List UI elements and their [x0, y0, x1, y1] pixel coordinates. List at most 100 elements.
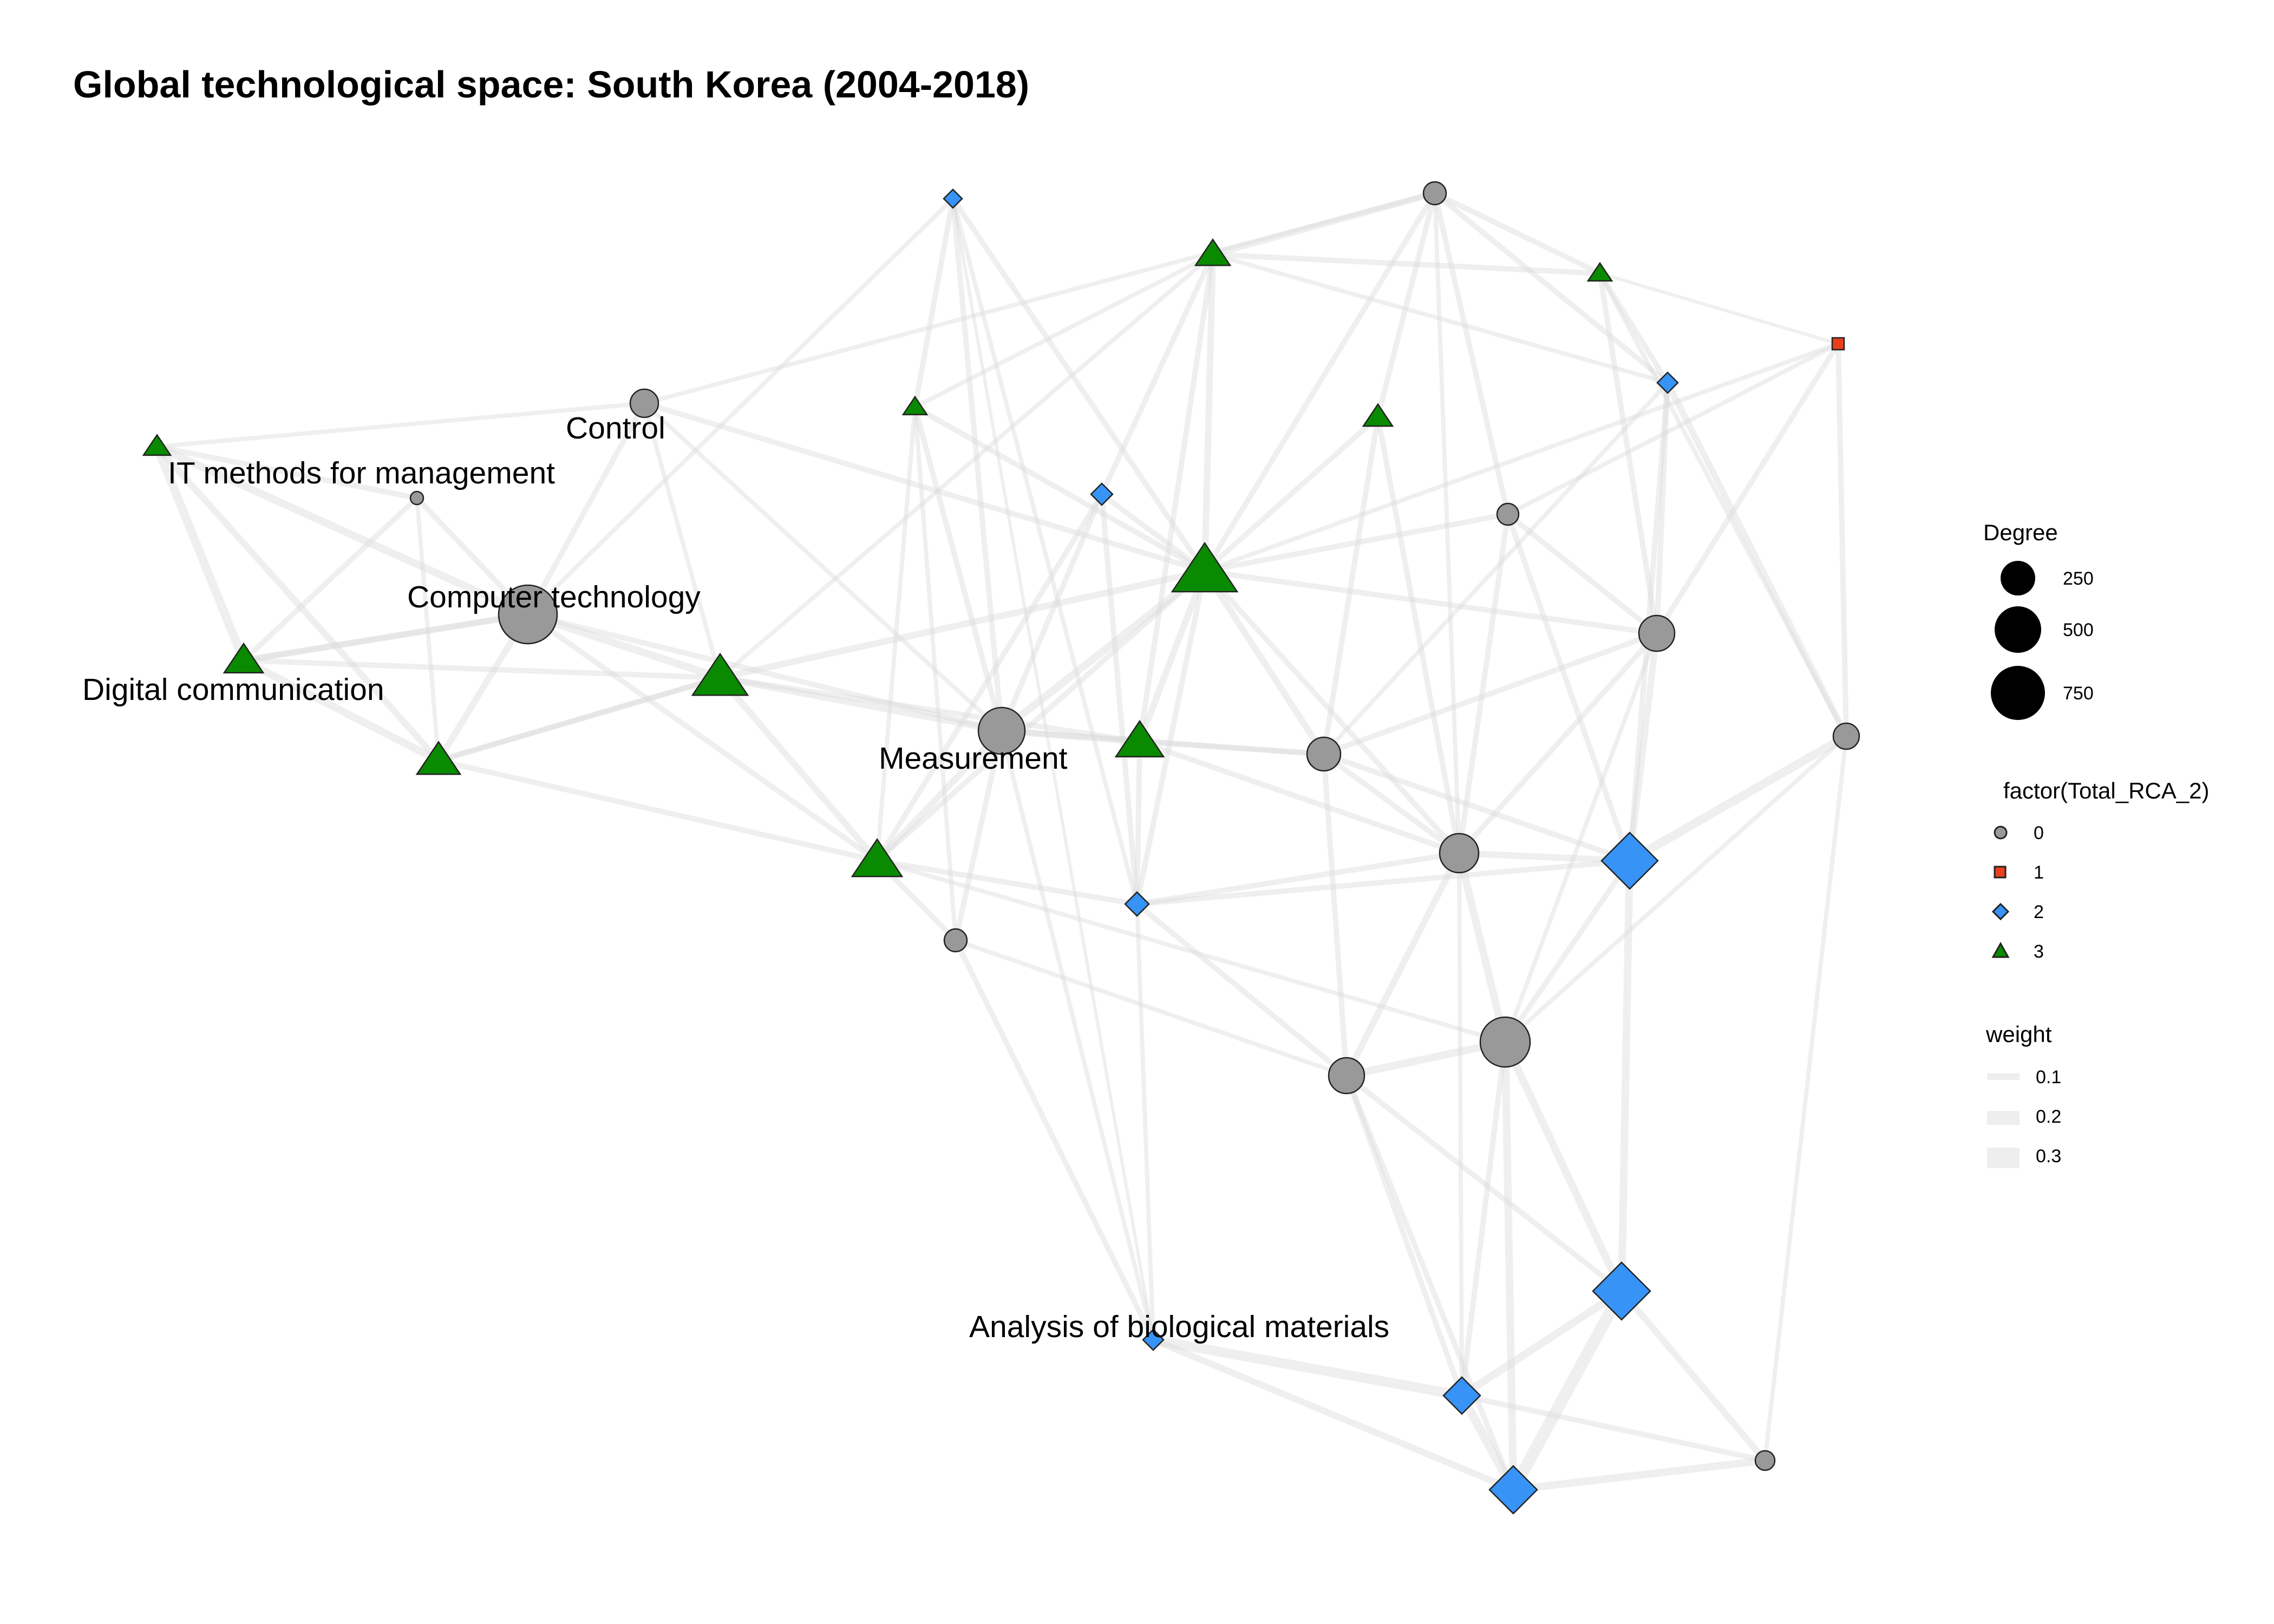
network-edge: [999, 729, 1155, 1342]
network-edge: [1137, 739, 1327, 757]
network-edge: [525, 612, 880, 863]
network-edge: [1099, 492, 1140, 907]
network-node: [977, 706, 1026, 755]
network-node: [1488, 1465, 1538, 1515]
legend-rca-marker-2: [1991, 902, 2010, 921]
network-edge: [1598, 272, 1840, 345]
network-edge: [524, 611, 724, 682]
network-node: [943, 188, 963, 209]
legend-rca-label-0: 0: [2034, 823, 2044, 843]
network-edge: [436, 675, 723, 763]
network-edge: [1202, 512, 1511, 574]
network-node: [223, 642, 265, 674]
node-label-digital-communication: Digital communication: [82, 672, 384, 707]
network-edge: [436, 675, 723, 763]
network-node: [1656, 371, 1679, 394]
network-edge: [241, 495, 420, 663]
network-edge: [717, 675, 1142, 744]
legend-rca-marker-3: [1991, 941, 2010, 958]
network-edge: [1203, 342, 1840, 573]
network-edge: [526, 197, 955, 617]
legend-degree-label-500: 500: [2063, 620, 2094, 640]
network-node: [1586, 261, 1613, 282]
network-edge: [953, 938, 1156, 1343]
network-node: [851, 838, 904, 878]
network-edge: [1321, 751, 1349, 1078]
network-node: [1142, 1328, 1165, 1351]
network-edge: [998, 567, 1208, 735]
network-node: [142, 434, 172, 456]
network-edge: [1598, 271, 1848, 738]
network-edge: [1618, 857, 1633, 1295]
network-edge: [912, 404, 1207, 574]
network-edge: [1202, 191, 1437, 574]
network-edge: [1507, 1285, 1628, 1496]
network-edge: [1459, 1039, 1508, 1398]
network-node: [1754, 1450, 1776, 1471]
network-node: [1638, 614, 1676, 652]
network-nodes: [142, 181, 1860, 1515]
legend-weight-label-0.3: 0.3: [2036, 1146, 2061, 1167]
legend-rca-marker-1: [1994, 866, 2007, 879]
network-edge: [1455, 849, 1509, 1046]
network-edge: [718, 252, 1215, 680]
network-edge: [525, 401, 647, 617]
network-edge: [1321, 751, 1632, 863]
network-edge: [913, 405, 958, 942]
network-edge: [1458, 1287, 1625, 1399]
network-edge: [1433, 191, 1461, 855]
network-edge: [1150, 1337, 1517, 1493]
legend-weight-label-0.1: 0.1: [2036, 1067, 2061, 1088]
network-edge: [1201, 568, 1327, 757]
network-node: [1831, 337, 1845, 351]
network-node: [1124, 891, 1150, 917]
node-label-analysis-of-biological-materials: Analysis of biological materials: [969, 1309, 1389, 1344]
legend-weight: weight 0.1 0.2 0.3: [1985, 1021, 2061, 1168]
legend-degree-marker-250: [2001, 561, 2035, 595]
network-edge: [1432, 191, 1603, 276]
network-edge: [1343, 850, 1462, 1079]
network-edge: [1148, 1335, 1467, 1400]
network-edge: [1654, 380, 1670, 636]
node-labels: Control IT methods for management Comput…: [82, 411, 1389, 1344]
network-node: [1362, 403, 1394, 427]
network-edge: [1618, 1288, 1768, 1464]
network-edge: [1502, 858, 1632, 1045]
network-edge: [642, 401, 722, 680]
node-label-computer-technology: Computer technology: [407, 580, 701, 614]
network-edge: [1625, 732, 1851, 865]
network-node: [1832, 722, 1860, 750]
node-label-it-methods-for-management: IT methods for management: [168, 456, 555, 490]
legend-degree-marker-500: [1995, 606, 2041, 653]
legend-rca-marker-0: [1994, 826, 2008, 840]
network-edge: [1763, 734, 1848, 1463]
network-edge: [950, 196, 1004, 734]
network-edge: [951, 197, 1155, 1341]
network-edge: [240, 611, 531, 664]
network-edge: [950, 196, 1207, 574]
network-edge: [1210, 252, 1603, 276]
network-edge: [874, 492, 1105, 863]
network-edge: [875, 405, 917, 863]
network-edge: [642, 191, 1437, 405]
network-edge: [154, 444, 420, 501]
network-edge: [1503, 734, 1848, 1044]
node-label-measurement: Measurement: [879, 741, 1068, 776]
network-edge: [951, 197, 1139, 906]
network-edge: [1321, 631, 1659, 757]
legend-rca-label-2: 2: [2034, 902, 2044, 922]
network-edge: [1432, 191, 1511, 517]
network-edge: [912, 404, 1004, 734]
network-node: [1306, 736, 1342, 772]
network-edge: [1375, 191, 1437, 420]
network-node: [1439, 833, 1480, 874]
network-edge: [1135, 902, 1155, 1342]
network-node: [1479, 1016, 1531, 1068]
legend-weight-title: weight: [1985, 1021, 2052, 1047]
network-edge: [1201, 251, 1216, 574]
network-edge: [1134, 739, 1142, 907]
legend-rca-label-1: 1: [2034, 862, 2044, 883]
network-edge: [953, 728, 1004, 943]
